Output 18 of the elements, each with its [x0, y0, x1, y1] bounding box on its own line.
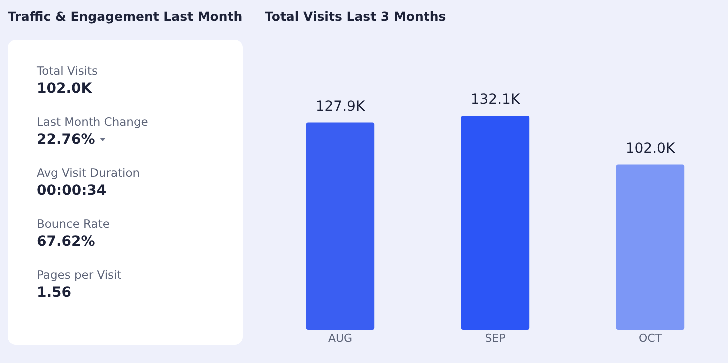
text: Pages per Visit [37, 268, 122, 282]
text: 102.0K [37, 81, 94, 97]
x-tick-label: AUG [328, 332, 353, 345]
text: 00:00:34 [37, 183, 107, 199]
x-tick-label: SEP [485, 332, 506, 345]
text: Last Month Change [37, 115, 148, 129]
text: 67.62% [37, 234, 96, 250]
text: Bounce Rate [37, 217, 110, 231]
text: Total Visits [36, 64, 98, 78]
text: Traffic & Engagement Last Month [8, 9, 243, 24]
text: 22.76% [37, 132, 96, 148]
text: Avg Visit Duration [37, 166, 140, 180]
data-label: 127.9K [316, 98, 366, 115]
data-label: 132.1K [470, 92, 521, 108]
x-tick-label: OCT [638, 332, 662, 345]
text: 1.56 [37, 285, 72, 301]
data-label: 102.0K [626, 140, 676, 157]
chart-title: Total Visits Last 3 Months [265, 9, 446, 24]
